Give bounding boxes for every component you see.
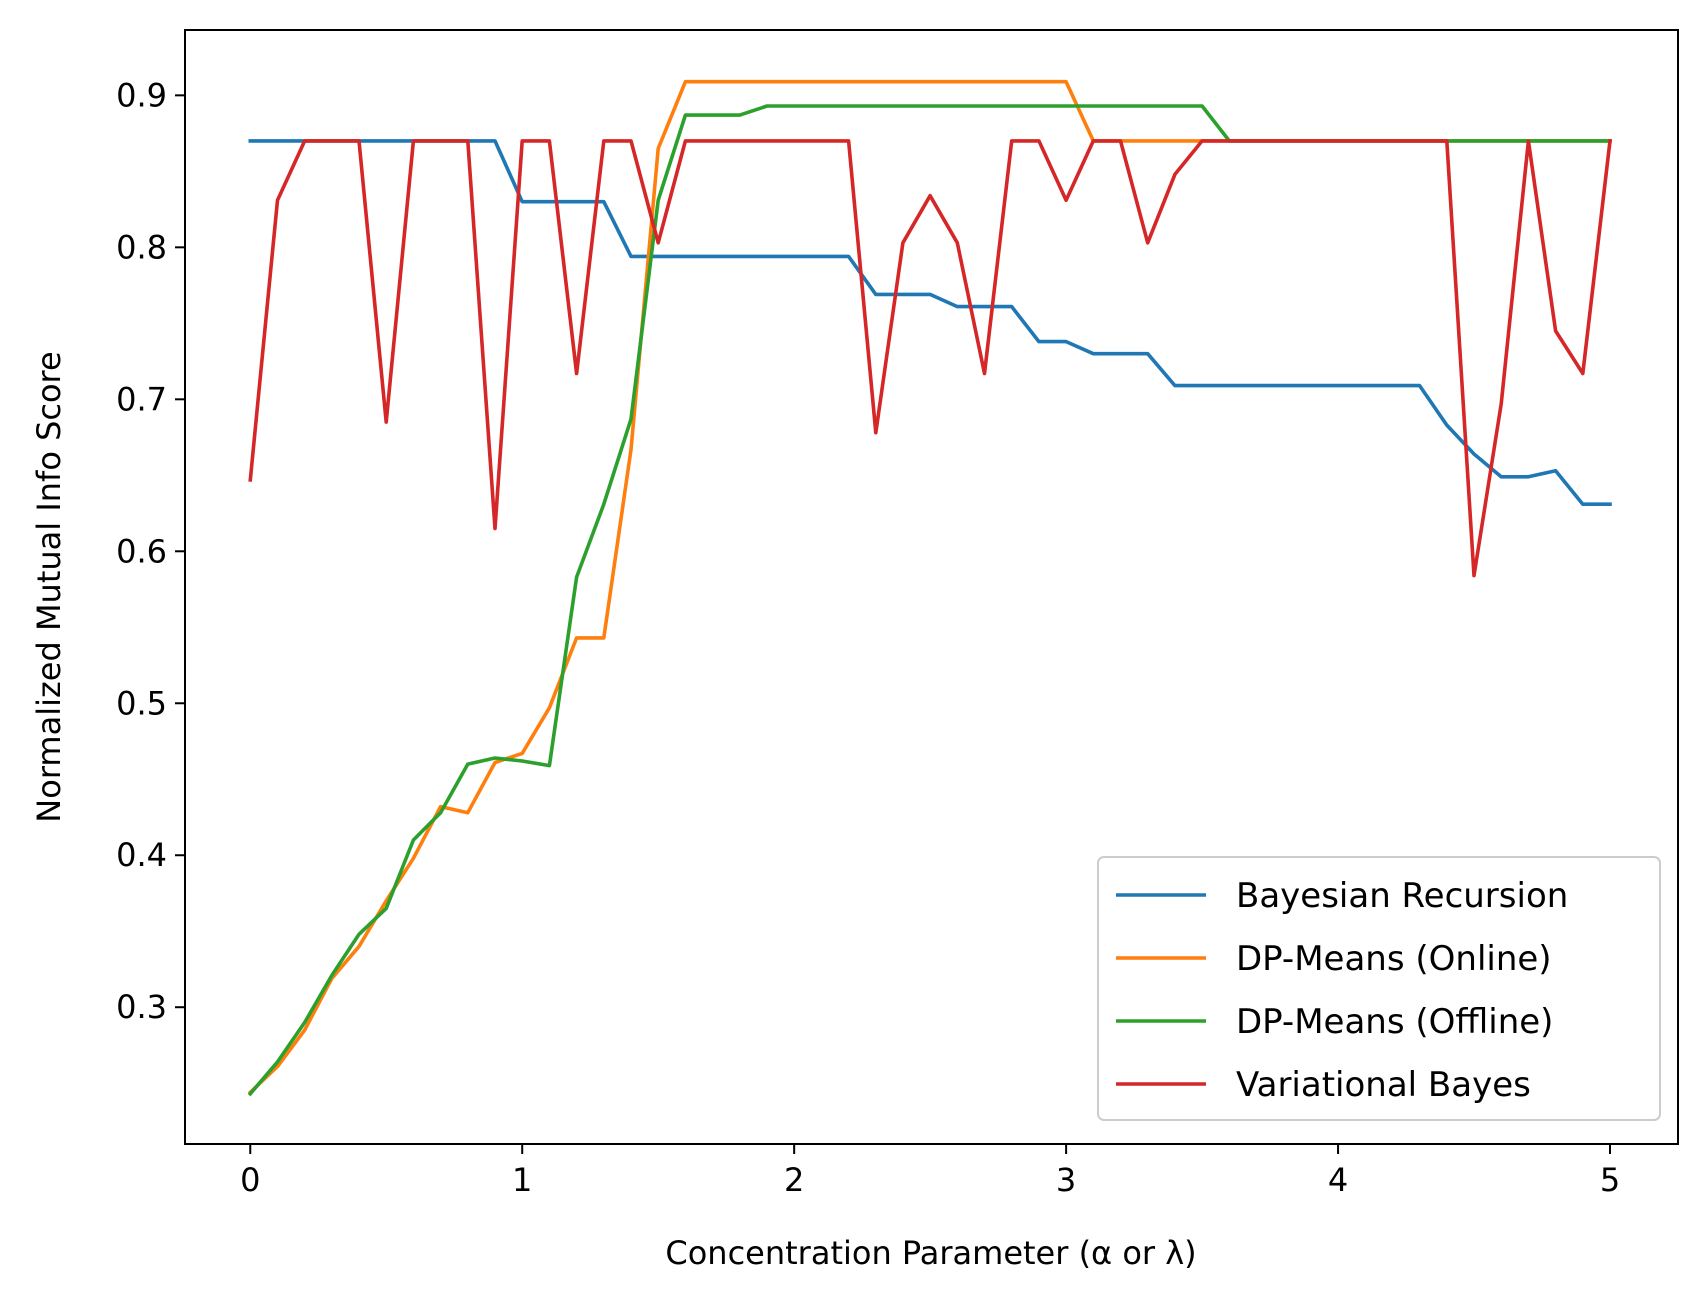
- legend-label: DP-Means (Online): [1236, 939, 1552, 979]
- x-tick-label: 5: [1600, 1161, 1620, 1199]
- x-tick-label: 0: [240, 1161, 260, 1199]
- legend-label: Variational Bayes: [1236, 1065, 1531, 1105]
- y-axis: 0.3 0.4 0.5 0.6 0.7 0.8 0.9: [116, 76, 185, 1026]
- y-tick-label: 0.3: [116, 988, 167, 1026]
- x-axis: 0 1 2 3 4 5: [240, 1144, 1620, 1199]
- series-layer: [247, 79, 1612, 1097]
- y-tick-label: 0.6: [116, 532, 167, 570]
- y-tick-label: 0.9: [116, 76, 167, 114]
- x-tick-label: 4: [1328, 1161, 1348, 1199]
- plot-frame: [184, 29, 1679, 1145]
- series-line-4: [248, 138, 1612, 578]
- x-tick-label: 3: [1056, 1161, 1076, 1199]
- y-tick-label: 0.7: [116, 380, 167, 418]
- y-tick-label: 0.8: [116, 228, 167, 266]
- y-axis-label: Normalized Mutual Info Score: [30, 351, 68, 822]
- y-tick-label: 0.5: [116, 684, 167, 722]
- x-axis-label: Concentration Parameter (α or λ): [665, 1234, 1196, 1272]
- legend-box: [1097, 856, 1661, 1121]
- y-tick-label: 0.4: [116, 836, 167, 874]
- legend-label: Bayesian Recursion: [1236, 876, 1568, 916]
- series-line-1: [248, 139, 1612, 507]
- legend: Bayesian Recursion DP-Means (Online) DP-Me…: [1097, 856, 1661, 1121]
- x-tick-label: 2: [784, 1161, 804, 1199]
- x-tick-label: 1: [512, 1161, 532, 1199]
- legend-label: DP-Means (Offline): [1236, 1002, 1553, 1042]
